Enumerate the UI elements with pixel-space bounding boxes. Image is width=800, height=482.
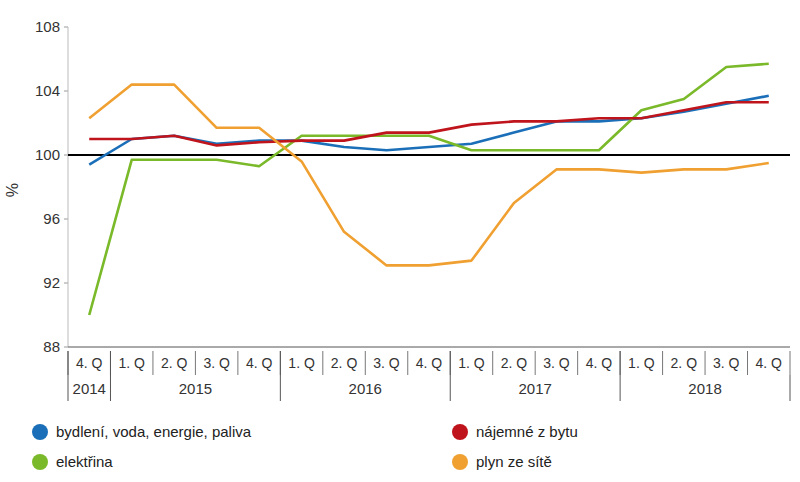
legend-marker xyxy=(452,424,468,440)
legend-label: nájemné z bytu xyxy=(476,423,578,440)
x-tick-label: 2. Q xyxy=(671,355,698,371)
x-separator xyxy=(492,351,493,375)
x-separator xyxy=(662,351,663,375)
group-label: 2016 xyxy=(349,380,382,397)
y-tick-label: 92 xyxy=(43,274,60,291)
x-tick-label: 4. Q xyxy=(586,355,613,371)
legend-label: elektřina xyxy=(56,453,113,470)
x-tick-label: 3. Q xyxy=(373,355,400,371)
y-axis-label: % xyxy=(4,183,21,197)
legend-marker xyxy=(32,424,48,440)
group-separator xyxy=(68,351,69,401)
chart: % 88 92 96 100 104 108 4. Q 1. Q 2. Q 3. Q 4. Q 1. Q… xyxy=(0,0,800,482)
y-axis-line xyxy=(68,27,69,347)
series-line xyxy=(89,102,769,145)
x-separator xyxy=(535,351,536,375)
group-label: 2017 xyxy=(518,380,551,397)
x-separator xyxy=(365,351,366,375)
group-label: 2015 xyxy=(179,380,212,397)
y-tick xyxy=(64,155,68,156)
x-tick-label: 4. Q xyxy=(76,355,103,371)
group-separator xyxy=(790,375,791,401)
x-tick-label: 1. Q xyxy=(628,355,655,371)
x-tick-label: 2. Q xyxy=(331,355,358,371)
x-separator xyxy=(152,351,153,375)
legend-label: plyn ze sítě xyxy=(476,453,552,470)
group-separator xyxy=(280,351,281,401)
y-tick-label: 108 xyxy=(35,18,60,35)
x-tick-label: 1. Q xyxy=(118,355,145,371)
x-tick-label: 4. Q xyxy=(246,355,273,371)
x-separator xyxy=(195,351,196,375)
group-separator xyxy=(110,351,111,401)
y-tick xyxy=(64,347,68,348)
x-separator xyxy=(705,351,706,375)
y-tick xyxy=(64,27,68,28)
legend-label: bydlení, voda, energie, paliva xyxy=(56,423,252,440)
series-line xyxy=(89,64,769,315)
x-separator xyxy=(577,351,578,375)
x-separator xyxy=(747,351,748,375)
x-separator xyxy=(407,351,408,375)
group-separator xyxy=(620,351,621,401)
y-tick xyxy=(64,219,68,220)
y-tick-label: 100 xyxy=(35,146,60,163)
x-tick-label: 3. Q xyxy=(713,355,740,371)
x-tick-label: 3. Q xyxy=(543,355,570,371)
series-line xyxy=(89,85,769,266)
group-separator xyxy=(450,351,451,401)
y-tick-label: 88 xyxy=(43,338,60,355)
x-tick-label: 1. Q xyxy=(458,355,485,371)
y-tick-label: 96 xyxy=(43,210,60,227)
x-tick-label: 4. Q xyxy=(416,355,443,371)
x-tick-label: 2. Q xyxy=(161,355,188,371)
x-separator xyxy=(322,351,323,375)
lines xyxy=(89,64,769,315)
legend-marker xyxy=(32,454,48,470)
series-line xyxy=(89,96,769,165)
x-tick-label: 1. Q xyxy=(288,355,315,371)
x-tick-label: 4. Q xyxy=(756,355,783,371)
x-separator xyxy=(237,351,238,375)
x-separator xyxy=(790,351,791,375)
y-tick xyxy=(64,283,68,284)
x-tick-label: 2. Q xyxy=(501,355,528,371)
group-label: 2014 xyxy=(73,380,106,397)
x-axis-line xyxy=(68,347,790,348)
y-tick-label: 104 xyxy=(35,82,60,99)
x-tick-label: 3. Q xyxy=(203,355,230,371)
group-label: 2018 xyxy=(688,380,721,397)
legend-marker xyxy=(452,454,468,470)
y-tick xyxy=(64,91,68,92)
baseline xyxy=(68,154,790,156)
